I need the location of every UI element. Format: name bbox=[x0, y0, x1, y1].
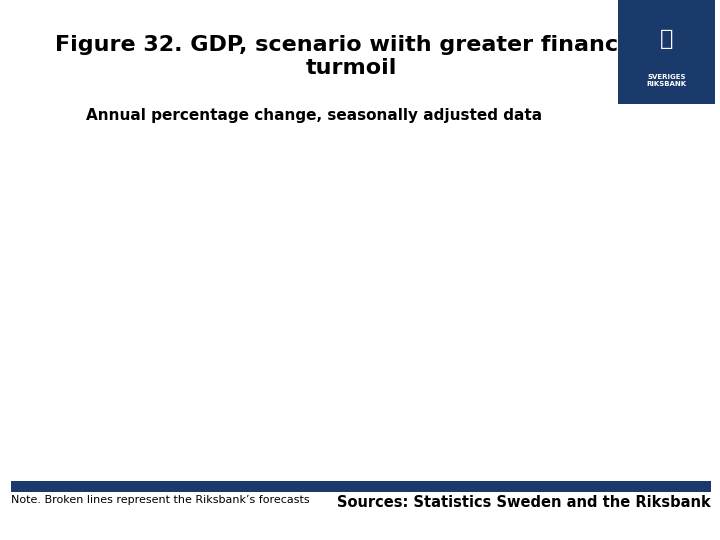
Text: 𝕾: 𝕾 bbox=[660, 29, 673, 49]
Text: Annual percentage change, seasonally adjusted data: Annual percentage change, seasonally adj… bbox=[86, 108, 543, 123]
Text: Sources: Statistics Sweden and the Riksbank: Sources: Statistics Sweden and the Riksb… bbox=[337, 495, 711, 510]
Text: SVERIGES
RIKSBANK: SVERIGES RIKSBANK bbox=[647, 75, 686, 87]
Text: Figure 32. GDP, scenario wiith greater financial
turmoil: Figure 32. GDP, scenario wiith greater f… bbox=[55, 35, 648, 78]
Text: Note. Broken lines represent the Riksbank’s forecasts: Note. Broken lines represent the Riksban… bbox=[11, 495, 310, 505]
